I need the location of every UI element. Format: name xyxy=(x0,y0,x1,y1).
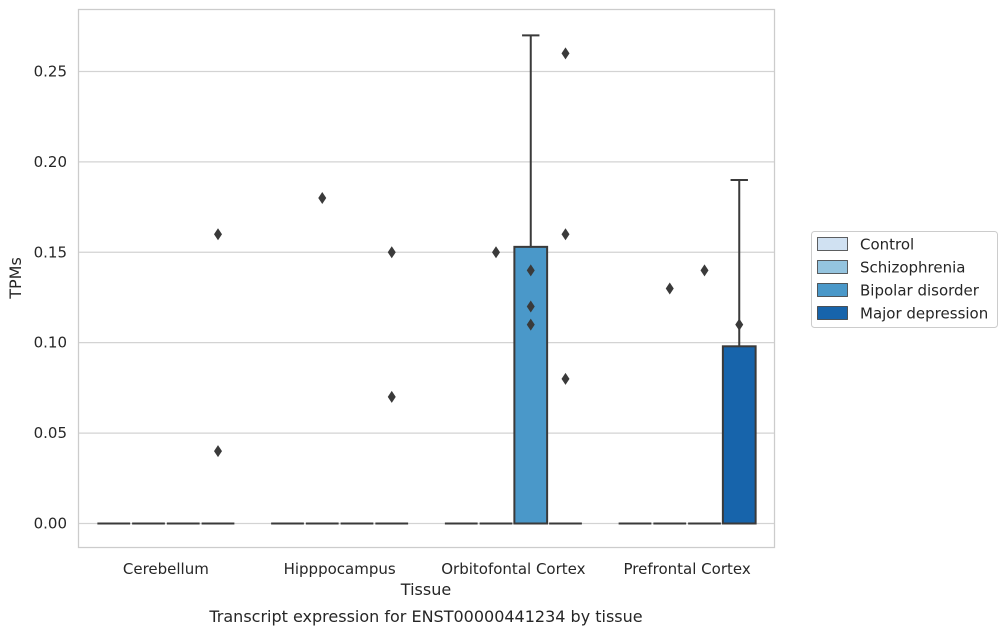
chart-caption: Transcript expression for ENST0000044123… xyxy=(208,607,642,626)
y-tick-label: 0.05 xyxy=(34,424,67,442)
legend-frame xyxy=(811,231,998,328)
box-body xyxy=(721,345,757,525)
outlier-point xyxy=(214,228,222,241)
legend-label: Control xyxy=(860,236,914,254)
legend-label: Major depression xyxy=(860,305,988,323)
y-axis-ticks: 0.00 0.05 0.10 0.15 0.20 0.25 xyxy=(34,62,67,532)
x-tick-label: Cerebellum xyxy=(123,560,209,578)
outlier-point xyxy=(526,264,535,277)
outlier-point xyxy=(665,282,674,295)
gridlines xyxy=(79,70,774,525)
outlier-point xyxy=(387,390,396,403)
outlier-point xyxy=(318,192,327,205)
plot-area-frame xyxy=(77,8,776,549)
x-axis-title: Tissue xyxy=(400,580,451,599)
legend-swatch xyxy=(817,260,848,274)
box-schizophrenia xyxy=(479,246,513,525)
y-tick-label: 0.25 xyxy=(34,62,67,80)
legend: Control Schizophrenia Bipolar disorder Majo… xyxy=(811,231,998,328)
outlier-point xyxy=(387,246,396,259)
outlier-point xyxy=(700,264,709,277)
legend-swatch xyxy=(817,283,848,297)
y-tick-label: 0.20 xyxy=(34,153,67,171)
outlier-point xyxy=(735,318,744,331)
box-schizophrenia xyxy=(305,192,339,525)
box-body xyxy=(513,245,549,525)
y-axis-title: TPMs xyxy=(6,257,25,300)
outlier-point xyxy=(214,445,222,458)
box-bipolar-disorder xyxy=(513,34,549,525)
box-major-depression xyxy=(375,246,409,525)
x-tick-label: Orbitofontal Cortex xyxy=(441,560,585,578)
legend-label: Bipolar disorder xyxy=(860,282,980,300)
outlier-point xyxy=(492,246,500,259)
outlier-point xyxy=(526,318,535,331)
y-tick-label: 0.15 xyxy=(34,243,67,261)
outlier-point xyxy=(561,372,570,385)
outlier-point xyxy=(561,228,570,241)
boxes xyxy=(97,34,757,525)
x-axis-ticks: Cerebellum Hipppocampus Orbitofontal Corte… xyxy=(123,560,751,578)
y-tick-label: 0.00 xyxy=(34,514,67,532)
box-major-depression xyxy=(721,178,757,525)
x-tick-label: Prefrontal Cortex xyxy=(624,560,751,578)
legend-swatch xyxy=(817,306,848,320)
outlier-point xyxy=(526,300,535,313)
box-bipolar-disorder xyxy=(688,264,721,525)
box-major-depression xyxy=(201,228,235,525)
x-tick-label: Hipppocampus xyxy=(284,560,396,578)
box-schizophrenia xyxy=(653,282,687,525)
legend-swatch xyxy=(817,237,848,251)
box-major-depression xyxy=(549,47,582,525)
legend-label: Schizophrenia xyxy=(860,259,965,277)
outlier-point xyxy=(561,47,570,60)
y-tick-label: 0.10 xyxy=(34,334,67,352)
